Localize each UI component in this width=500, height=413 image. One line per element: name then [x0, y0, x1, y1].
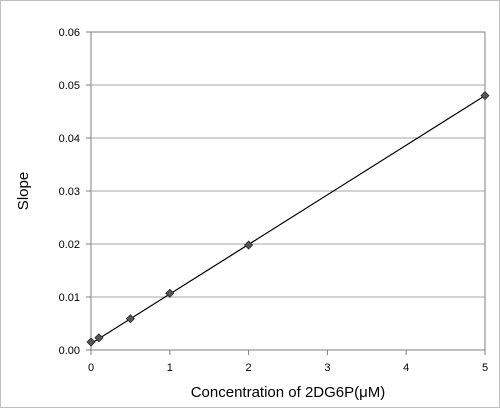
y-tick-label-5: 0.05: [59, 80, 80, 92]
data-point-1: [94, 333, 104, 343]
x-tick-label-5: 5: [482, 362, 488, 374]
y-tick-label-4: 0.04: [59, 133, 80, 145]
x-tick-label-2: 2: [246, 362, 252, 374]
x-tick-label-4: 4: [403, 362, 409, 374]
y-tick-label-0: 0.00: [59, 345, 80, 357]
x-tick-label-3: 3: [324, 362, 330, 374]
x-tick-label-1: 1: [167, 362, 173, 374]
y-tick-label-6: 0.06: [59, 27, 80, 39]
y-tick-label-3: 0.03: [59, 186, 80, 198]
data-point-3: [165, 288, 175, 298]
data-point-4: [244, 240, 254, 250]
y-axis-ticks: 0.00 0.01 0.02 0.03 0.04 0.05 0.06: [59, 27, 91, 357]
data-points: [86, 91, 490, 347]
x-axis-title: Concentration of 2DG6P(μM): [191, 384, 386, 401]
y-axis-title: Slope: [15, 172, 32, 210]
linear-trendline: [90, 95, 486, 345]
data-point-2: [125, 314, 135, 324]
x-tick-label-0: 0: [88, 362, 94, 374]
x-axis-ticks: 0 1 2 3 4 5: [88, 350, 488, 374]
gridlines: [91, 84, 485, 298]
data-point-0: [86, 337, 96, 347]
y-tick-label-1: 0.01: [59, 292, 80, 304]
trendline-group: [90, 95, 486, 345]
y-tick-label-2: 0.02: [59, 239, 80, 251]
data-point-5: [480, 91, 490, 101]
